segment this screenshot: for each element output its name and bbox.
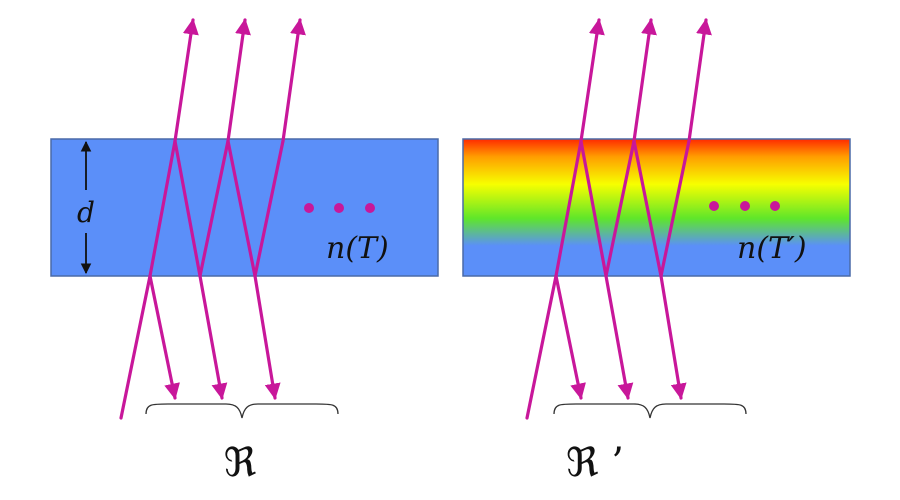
reflectance-label-right: ℜ ’: [566, 440, 624, 486]
dot: [304, 203, 314, 213]
internal-ray-down: [173, 139, 202, 278]
refractive-index-label-right: n(T′): [737, 231, 807, 266]
refractive-index-label-left: n(T): [326, 231, 389, 266]
thickness-label: d: [77, 196, 95, 229]
brace-left: [145, 403, 339, 419]
internal-ray-up: [554, 139, 583, 278]
internal-ray-down: [579, 139, 608, 278]
dot: [365, 203, 375, 213]
transmitted-ray: [579, 18, 605, 143]
transmitted-ray: [687, 18, 712, 143]
internal-ray-up: [148, 139, 177, 278]
brace-right: [553, 403, 747, 419]
reflected-ray: [554, 274, 586, 400]
reflected-ray: [198, 274, 228, 400]
incident-ray: [525, 274, 558, 420]
internal-ray-up: [604, 139, 636, 278]
internal-ray-down: [226, 139, 257, 278]
reflected-ray: [148, 274, 180, 400]
incident-ray: [119, 274, 152, 420]
ellipsis-dots-left: [304, 203, 375, 213]
internal-ray-down: [632, 139, 663, 278]
transmitted-ray: [632, 18, 657, 143]
internal-ray-up: [659, 139, 691, 278]
ellipsis-dots-right: [709, 201, 780, 211]
dot: [334, 203, 344, 213]
reflected-ray: [659, 274, 687, 400]
dot: [740, 201, 750, 211]
transmitted-ray: [281, 18, 306, 143]
rays-right: [525, 18, 712, 420]
reflected-ray: [253, 274, 281, 400]
dot: [770, 201, 780, 211]
internal-ray-up: [253, 139, 285, 278]
internal-ray-up: [198, 139, 230, 278]
reflectance-label-left: ℜ: [224, 440, 257, 486]
reflected-ray: [604, 274, 634, 400]
transmitted-ray: [173, 18, 199, 143]
rays-left: [119, 18, 306, 420]
dot: [709, 201, 719, 211]
transmitted-ray: [226, 18, 251, 143]
